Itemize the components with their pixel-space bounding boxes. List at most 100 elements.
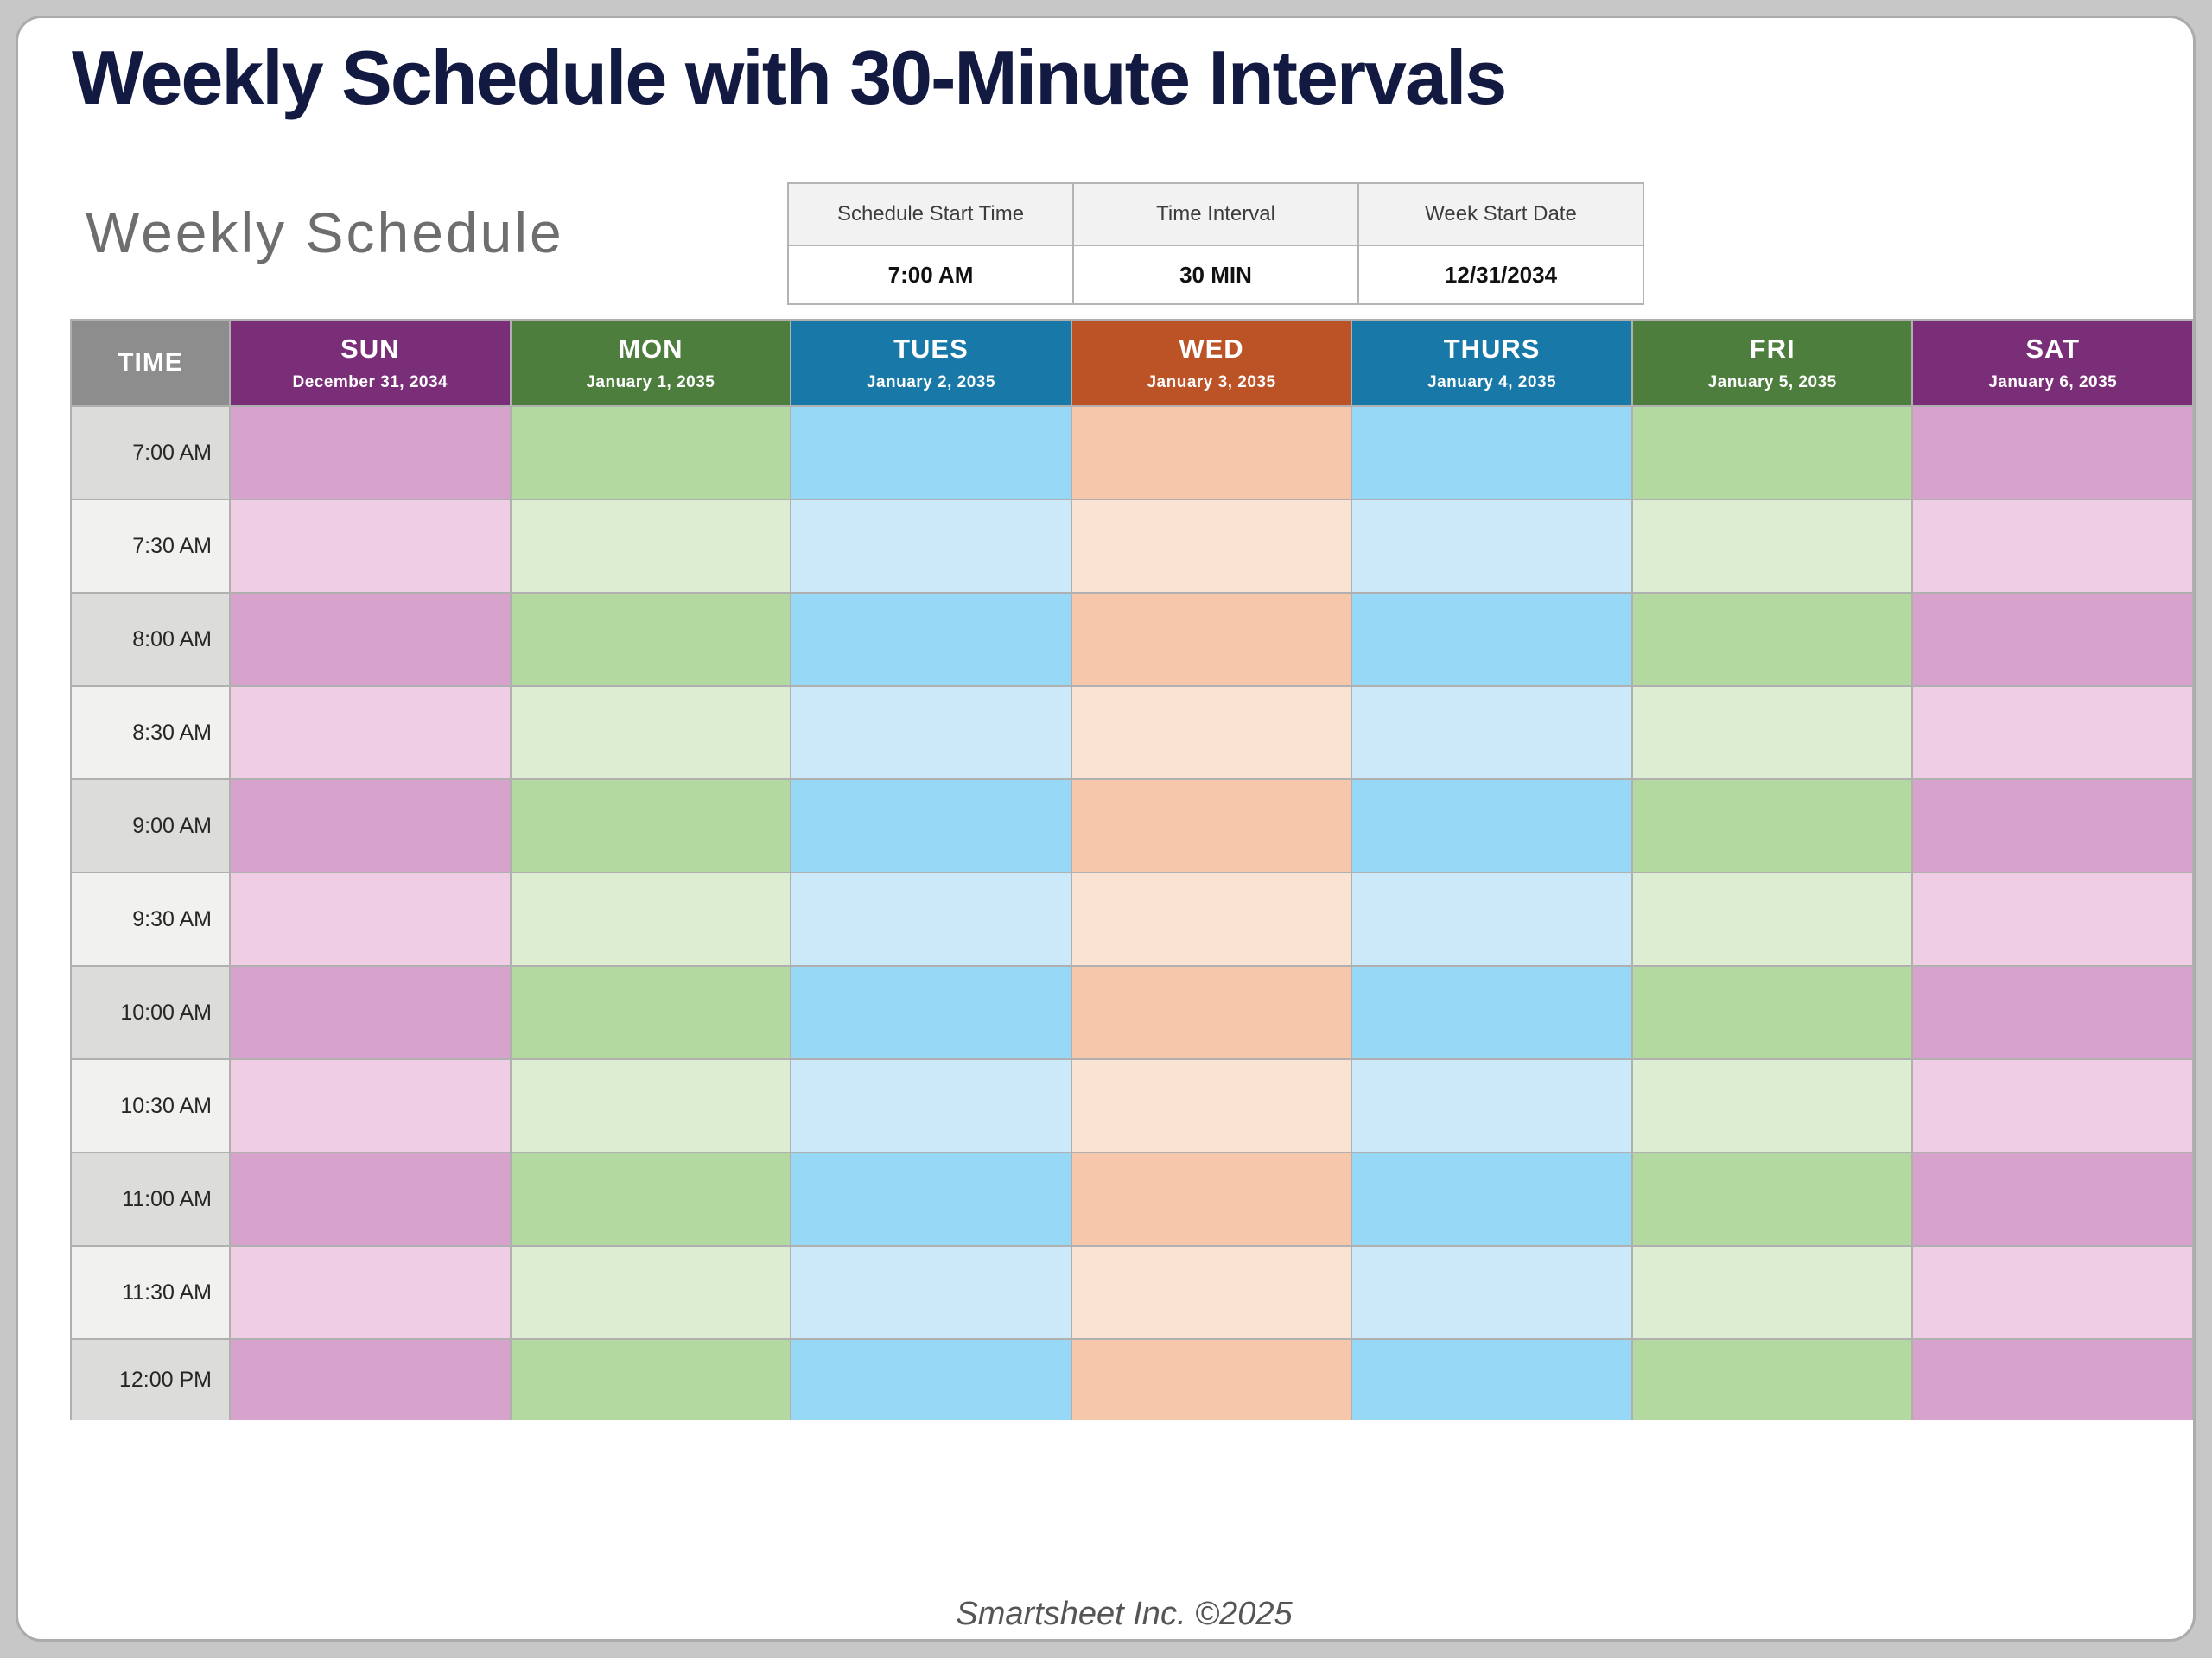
schedule-cell[interactable] bbox=[1352, 1247, 1633, 1340]
schedule-cell[interactable] bbox=[1352, 780, 1633, 873]
schedule-cell[interactable] bbox=[1632, 500, 1914, 594]
schedule-cell[interactable] bbox=[791, 1340, 1072, 1420]
settings-value-start-time[interactable]: 7:00 AM bbox=[787, 245, 1074, 305]
schedule-cell[interactable] bbox=[1352, 967, 1633, 1060]
schedule-cell[interactable] bbox=[791, 967, 1072, 1060]
schedule-cell[interactable] bbox=[1913, 407, 2194, 500]
day-name: SAT bbox=[2025, 334, 2081, 364]
schedule-cell[interactable] bbox=[1071, 500, 1353, 594]
schedule-cell[interactable] bbox=[1352, 873, 1633, 967]
schedule-cell[interactable] bbox=[231, 500, 512, 594]
schedule-cell[interactable] bbox=[511, 500, 792, 594]
day-header-mon: MON January 1, 2035 bbox=[511, 321, 792, 407]
schedule-cell[interactable] bbox=[511, 1340, 792, 1420]
schedule-cell[interactable] bbox=[791, 1060, 1072, 1153]
schedule-cell[interactable] bbox=[1913, 1060, 2194, 1153]
schedule-cell[interactable] bbox=[1071, 594, 1353, 687]
schedule-cell[interactable] bbox=[791, 594, 1072, 687]
schedule-cell[interactable] bbox=[1632, 967, 1914, 1060]
schedule-cell[interactable] bbox=[791, 1153, 1072, 1247]
schedule-cell[interactable] bbox=[231, 1060, 512, 1153]
schedule-cell[interactable] bbox=[1071, 873, 1353, 967]
schedule-cell[interactable] bbox=[1632, 780, 1914, 873]
day-name: TUES bbox=[893, 334, 969, 364]
settings-header-row: Schedule Start Time Time Interval Week S… bbox=[787, 182, 1644, 246]
schedule-cell[interactable] bbox=[1913, 780, 2194, 873]
schedule-cell[interactable] bbox=[1632, 1247, 1914, 1340]
schedule-cell[interactable] bbox=[1913, 594, 2194, 687]
schedule-cell[interactable] bbox=[1632, 687, 1914, 780]
day-date: January 5, 2035 bbox=[1707, 373, 1837, 391]
settings-value-week-start-date[interactable]: 12/31/2034 bbox=[1357, 245, 1644, 305]
schedule-cell[interactable] bbox=[1632, 873, 1914, 967]
schedule-cell[interactable] bbox=[1913, 687, 2194, 780]
time-label-cell: 7:00 AM bbox=[72, 407, 231, 500]
day-name: SUN bbox=[340, 334, 400, 364]
time-label-cell: 11:00 AM bbox=[72, 1153, 231, 1247]
schedule-cell[interactable] bbox=[1071, 407, 1353, 500]
schedule-cell[interactable] bbox=[1071, 1153, 1353, 1247]
settings-label-time-interval: Time Interval bbox=[1072, 182, 1359, 246]
schedule-cell[interactable] bbox=[791, 873, 1072, 967]
schedule-grid: TIME SUN December 31, 2034 MON January 1, 20… bbox=[70, 319, 2194, 1420]
schedule-cell[interactable] bbox=[231, 1340, 512, 1420]
schedule-cell[interactable] bbox=[1071, 1340, 1353, 1420]
schedule-cell[interactable] bbox=[231, 1153, 512, 1247]
schedule-cell[interactable] bbox=[1071, 967, 1353, 1060]
day-header-fri: FRI January 5, 2035 bbox=[1632, 321, 1914, 407]
schedule-cell[interactable] bbox=[1913, 967, 2194, 1060]
schedule-cell[interactable] bbox=[1352, 687, 1633, 780]
page-title: Weekly Schedule with 30-Minute Intervals bbox=[72, 35, 1507, 120]
schedule-cell[interactable] bbox=[231, 967, 512, 1060]
schedule-cell[interactable] bbox=[511, 1060, 792, 1153]
schedule-cell[interactable] bbox=[1071, 1247, 1353, 1340]
day-name: WED bbox=[1179, 334, 1244, 364]
template-card: Weekly Schedule with 30-Minute Intervals… bbox=[16, 16, 2196, 1642]
schedule-cell[interactable] bbox=[1071, 687, 1353, 780]
footer-credit: Smartsheet Inc. ©2025 bbox=[956, 1596, 1293, 1632]
schedule-cell[interactable] bbox=[231, 687, 512, 780]
schedule-cell[interactable] bbox=[1352, 1340, 1633, 1420]
schedule-cell[interactable] bbox=[511, 780, 792, 873]
schedule-cell[interactable] bbox=[1913, 1153, 2194, 1247]
schedule-cell[interactable] bbox=[231, 407, 512, 500]
schedule-cell[interactable] bbox=[1352, 1060, 1633, 1153]
schedule-cell[interactable] bbox=[1352, 594, 1633, 687]
day-header-sun: SUN December 31, 2034 bbox=[231, 321, 512, 407]
schedule-cell[interactable] bbox=[1913, 873, 2194, 967]
schedule-cell[interactable] bbox=[1632, 1340, 1914, 1420]
schedule-cell[interactable] bbox=[791, 407, 1072, 500]
schedule-cell[interactable] bbox=[511, 967, 792, 1060]
schedule-cell[interactable] bbox=[511, 1247, 792, 1340]
schedule-cell[interactable] bbox=[1632, 1060, 1914, 1153]
time-label-cell: 9:00 AM bbox=[72, 780, 231, 873]
schedule-cell[interactable] bbox=[511, 594, 792, 687]
schedule-cell[interactable] bbox=[1632, 407, 1914, 500]
settings-value-time-interval[interactable]: 30 MIN bbox=[1072, 245, 1359, 305]
schedule-cell[interactable] bbox=[1352, 407, 1633, 500]
schedule-cell[interactable] bbox=[1913, 500, 2194, 594]
schedule-cell[interactable] bbox=[1071, 1060, 1353, 1153]
time-label-cell: 10:00 AM bbox=[72, 967, 231, 1060]
schedule-cell[interactable] bbox=[791, 687, 1072, 780]
schedule-cell[interactable] bbox=[511, 1153, 792, 1247]
time-label-cell: 9:30 AM bbox=[72, 873, 231, 967]
schedule-cell[interactable] bbox=[1071, 780, 1353, 873]
schedule-cell[interactable] bbox=[1352, 500, 1633, 594]
schedule-cell[interactable] bbox=[1913, 1247, 2194, 1340]
schedule-cell[interactable] bbox=[511, 407, 792, 500]
schedule-cell[interactable] bbox=[1632, 1153, 1914, 1247]
schedule-cell[interactable] bbox=[1632, 594, 1914, 687]
schedule-cell[interactable] bbox=[791, 780, 1072, 873]
schedule-cell[interactable] bbox=[1913, 1340, 2194, 1420]
schedule-cell[interactable] bbox=[511, 687, 792, 780]
schedule-cell[interactable] bbox=[231, 873, 512, 967]
schedule-cell[interactable] bbox=[231, 1247, 512, 1340]
schedule-cell[interactable] bbox=[511, 873, 792, 967]
schedule-cell[interactable] bbox=[231, 594, 512, 687]
day-date: January 1, 2035 bbox=[586, 373, 715, 391]
schedule-cell[interactable] bbox=[791, 500, 1072, 594]
schedule-cell[interactable] bbox=[1352, 1153, 1633, 1247]
schedule-cell[interactable] bbox=[791, 1247, 1072, 1340]
schedule-cell[interactable] bbox=[231, 780, 512, 873]
